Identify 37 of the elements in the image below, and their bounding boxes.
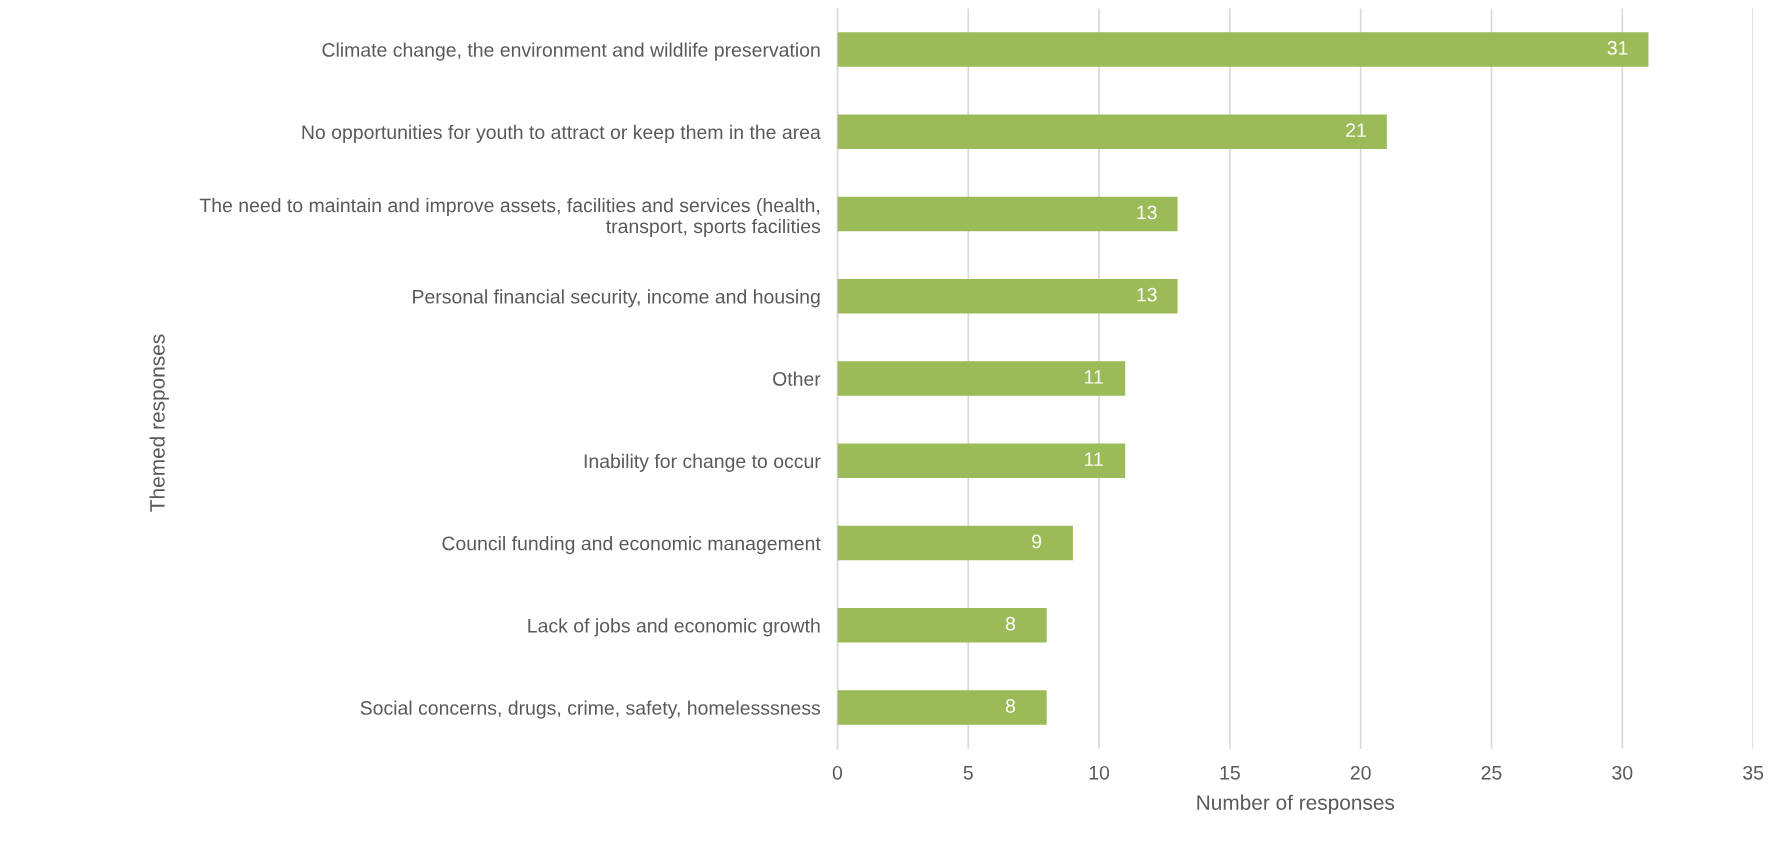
x-tick-label: 0 [832, 765, 843, 780]
x-tick-label: 35 [1743, 765, 1764, 780]
bar [837, 114, 1387, 150]
data-label: 31 [1607, 41, 1628, 55]
x-tick-label: 25 [1481, 765, 1502, 780]
y-tick-label: The need to maintain and improve assets, facilities and services (health, transport, sports facilities [199, 197, 821, 238]
y-tick-label: Other [773, 371, 821, 386]
x-tick-label: 30 [1612, 765, 1633, 780]
x-axis-title: Number of responses [1197, 794, 1395, 815]
y-tick-label: No opportunities for youth to attract or keep them in the area [302, 124, 821, 143]
x-tick-label: 10 [1089, 765, 1110, 780]
data-label: 13 [1137, 287, 1157, 302]
data-label: 8 [1005, 699, 1016, 713]
x-tick-label: 15 [1220, 766, 1240, 780]
data-label: 11 [1085, 370, 1103, 384]
data-label: 11 [1085, 452, 1103, 466]
x-tick-label: 5 [963, 766, 973, 780]
bar [837, 279, 1178, 314]
data-label: 13 [1137, 205, 1157, 220]
bar [837, 690, 1047, 725]
bar [837, 361, 1126, 396]
y-tick-label: Inability for change to occur [584, 453, 821, 472]
y-tick-label: Personal financial security, income and housing [413, 289, 820, 308]
bar [837, 608, 1047, 643]
bar [837, 443, 1126, 479]
y-tick-label: Council funding and economic management [442, 536, 821, 555]
data-label: 21 [1346, 123, 1366, 137]
y-tick-label: Lack of jobs and economic growth [528, 618, 820, 637]
data-label: 8 [1005, 616, 1016, 631]
data-label: 9 [1032, 534, 1042, 549]
x-tick-label: 20 [1350, 765, 1371, 780]
y-tick-label: Climate change, the environment and wildlife preservation [322, 42, 820, 61]
y-axis-title: Themed responses [149, 334, 169, 512]
bar [837, 196, 1178, 232]
bar [837, 32, 1649, 67]
bar [837, 525, 1073, 561]
y-tick-label: Social concerns, drugs, crime, safety, homelesssness [360, 700, 821, 719]
